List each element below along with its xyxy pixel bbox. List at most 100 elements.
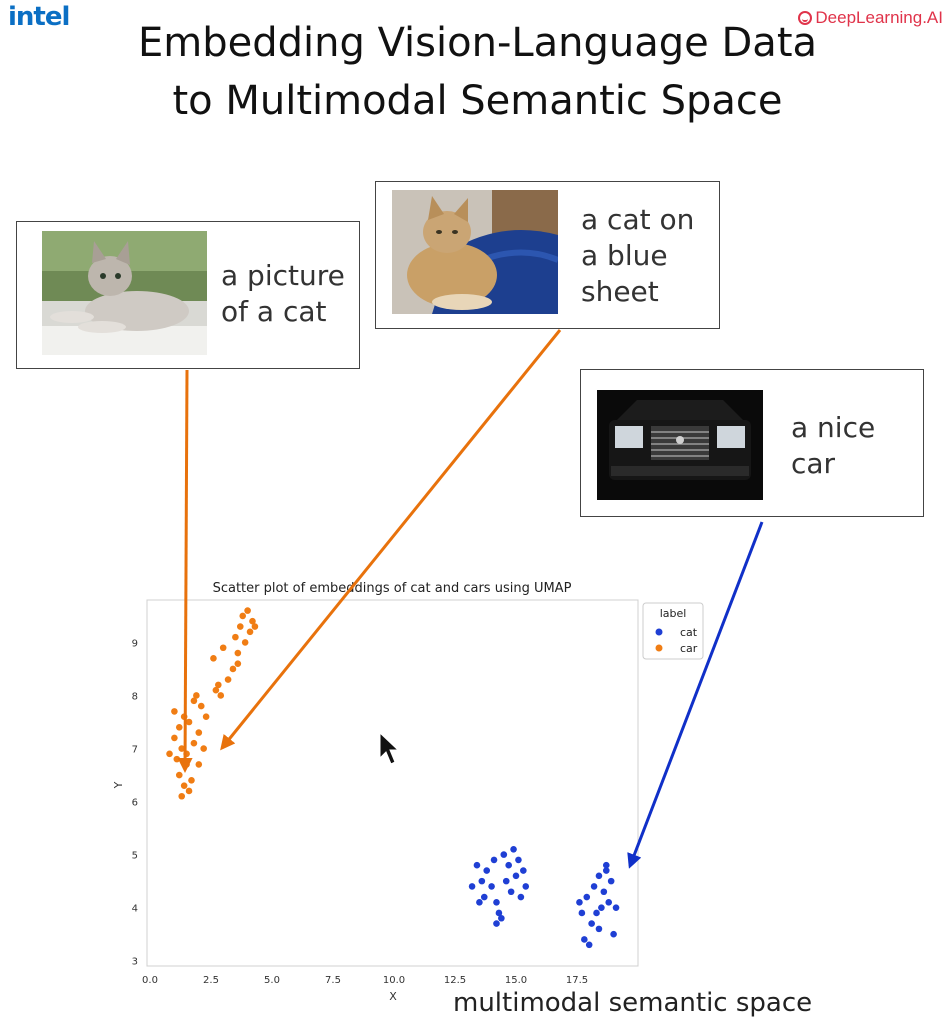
scatter-point-car bbox=[215, 681, 222, 689]
scatter-point-car bbox=[217, 692, 225, 699]
scatter-point-car bbox=[212, 686, 220, 694]
scatter-point-cat bbox=[495, 909, 503, 917]
scatter-point-cat bbox=[517, 893, 525, 901]
scatter-point-cat bbox=[488, 883, 495, 890]
scatter-point-cat bbox=[493, 920, 500, 927]
legend-marker-cat bbox=[655, 628, 663, 636]
scatter-point-car bbox=[195, 761, 203, 768]
scatter-point-car bbox=[239, 612, 247, 620]
scatter-point-car bbox=[202, 713, 210, 720]
example-card-picture-of-cat: a picture of a cat bbox=[16, 221, 360, 369]
y-axis-label: Y bbox=[112, 781, 125, 789]
scatter-point-cat bbox=[505, 861, 512, 869]
example-card-cat-on-blue-sheet: a cat on a blue sheet bbox=[375, 181, 720, 329]
scatter-point-cat bbox=[612, 904, 620, 911]
scatter-point-cat bbox=[512, 872, 520, 880]
scatter-point-car bbox=[241, 639, 249, 646]
scatter-point-car bbox=[210, 655, 217, 662]
x-tick-label: 15.0 bbox=[505, 975, 527, 986]
chart-title: Scatter plot of embeddings of cat and ca… bbox=[213, 581, 572, 596]
scatter-point-car bbox=[234, 649, 242, 657]
scatter-point-car bbox=[180, 782, 188, 789]
x-tick-label: 17.5 bbox=[566, 975, 588, 986]
y-tick-label: 5 bbox=[132, 851, 138, 862]
y-tick-label: 9 bbox=[132, 638, 138, 649]
scatter-point-car bbox=[166, 750, 173, 758]
x-tick-label: 0.0 bbox=[142, 975, 158, 986]
scatter-point-cat bbox=[493, 899, 500, 906]
scatter-points bbox=[166, 607, 620, 949]
scatter-point-car bbox=[229, 665, 237, 673]
scatter-point-cat bbox=[590, 883, 598, 890]
scatter-point-cat bbox=[473, 861, 481, 869]
scatter-point-cat bbox=[598, 904, 605, 911]
scatter-point-cat bbox=[478, 877, 486, 885]
scatter-point-cat bbox=[602, 861, 610, 869]
legend-title: label bbox=[660, 607, 687, 620]
y-tick-label: 6 bbox=[132, 798, 138, 809]
scatter-point-cat bbox=[498, 914, 505, 922]
scatter-point-car bbox=[175, 724, 183, 731]
intel-logo: intel bbox=[8, 2, 70, 32]
x-tick-label: 7.5 bbox=[325, 975, 341, 986]
x-tick-label: 2.5 bbox=[203, 975, 219, 986]
scatter-point-car bbox=[246, 628, 254, 636]
deeplearning-ai-logo-icon bbox=[798, 11, 813, 25]
kitten-photo bbox=[42, 231, 207, 355]
scatter-point-cat bbox=[585, 941, 593, 949]
scatter-point-car bbox=[236, 623, 244, 630]
scatter-point-cat bbox=[515, 856, 522, 864]
scatter-point-car bbox=[224, 676, 232, 683]
scatter-point-cat bbox=[502, 877, 510, 885]
scatter-point-cat bbox=[610, 930, 617, 938]
card-caption: a nice car bbox=[791, 411, 876, 480]
plot-frame bbox=[146, 599, 639, 967]
scatter-point-car bbox=[188, 777, 195, 784]
scatter-point-car bbox=[185, 787, 193, 795]
chart-legend: label cat car bbox=[642, 602, 704, 660]
deeplearning-ai-logo-text: DeepLearning.AI bbox=[815, 8, 943, 27]
scatter-point-car bbox=[190, 739, 198, 747]
scatter-point-cat bbox=[605, 899, 613, 906]
scatter-point-car bbox=[178, 745, 186, 752]
scatter-point-car bbox=[249, 617, 256, 625]
scatter-point-cat bbox=[520, 867, 527, 874]
scatter-point-car bbox=[234, 660, 242, 667]
scatter-point-car bbox=[232, 633, 239, 641]
scatter-point-cat bbox=[583, 893, 591, 901]
scatter-point-car bbox=[193, 692, 200, 699]
scatter-point-cat bbox=[600, 888, 608, 896]
scatter-point-cat bbox=[483, 867, 491, 874]
scatter-point-car bbox=[251, 623, 259, 630]
y-tick-label: 4 bbox=[132, 904, 138, 915]
arrow-picture-of-cat bbox=[177, 369, 193, 773]
y-axis-ticks: 3 4 5 6 7 8 9 bbox=[132, 638, 138, 967]
x-tick-label: 12.5 bbox=[444, 975, 466, 986]
scatter-point-car bbox=[175, 771, 183, 779]
scatter-point-cat bbox=[510, 846, 517, 853]
scatter-point-car bbox=[171, 708, 178, 715]
x-tick-label: 10.0 bbox=[383, 975, 405, 986]
arrow-cat-on-blue-sheet bbox=[220, 329, 562, 751]
legend-label-car: car bbox=[680, 642, 698, 655]
example-card-nice-car: a nice car bbox=[580, 369, 924, 517]
card-caption: a cat on a blue sheet bbox=[581, 203, 695, 308]
scatter-point-car bbox=[185, 718, 193, 726]
semantic-space-label: multimodal semantic space bbox=[453, 988, 813, 1018]
scatter-point-cat bbox=[595, 872, 603, 880]
legend-marker-car bbox=[655, 644, 663, 652]
cat-on-blue-sheet-photo-art bbox=[392, 190, 558, 314]
scatter-point-cat bbox=[595, 925, 603, 933]
scatter-point-car bbox=[190, 697, 198, 705]
scatter-point-cat bbox=[476, 899, 483, 906]
scatter-point-cat bbox=[576, 899, 583, 906]
scatter-point-cat bbox=[468, 883, 476, 890]
kitten-photo-art bbox=[42, 231, 207, 355]
y-tick-label: 3 bbox=[132, 957, 138, 968]
scatter-point-cat bbox=[607, 877, 615, 885]
x-axis-label: X bbox=[389, 990, 397, 1003]
slide-title: Embedding Vision-Language Data to Multim… bbox=[137, 20, 818, 124]
scatter-point-cat bbox=[490, 856, 498, 864]
